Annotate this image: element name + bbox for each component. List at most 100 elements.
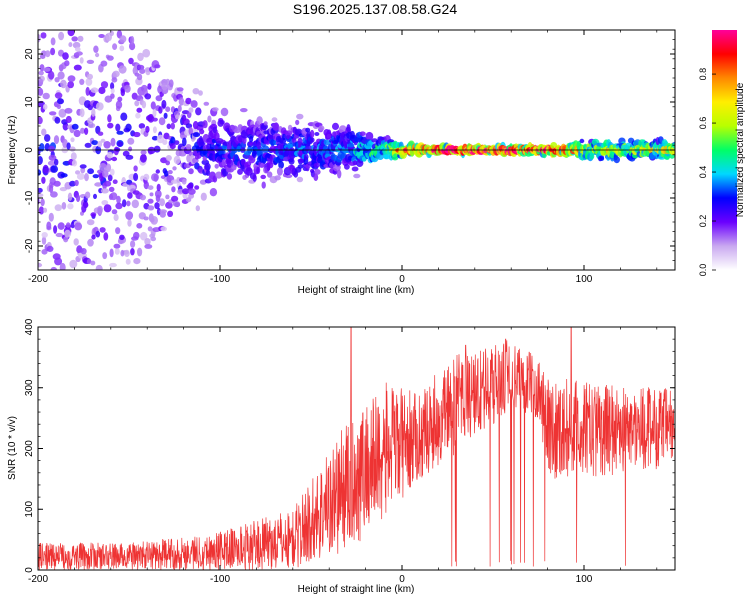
heatmap-cell (116, 130, 124, 135)
heatmap-cell (91, 108, 96, 117)
spectrogram-y-axis-label: Frequency (Hz) (7, 116, 18, 185)
heatmap-cell (46, 221, 52, 230)
heatmap-cell (38, 262, 43, 268)
heatmap-cell (318, 125, 325, 131)
heatmap-cell (166, 123, 172, 130)
heatmap-cell (131, 199, 139, 209)
x-tick-label: -200 (28, 574, 48, 585)
heatmap-cell (260, 174, 267, 180)
heatmap-cell (237, 168, 243, 175)
heatmap-cell (99, 163, 107, 171)
heatmap-cell (313, 162, 320, 168)
heatmap-cell (127, 192, 133, 199)
heatmap-cell (365, 131, 374, 141)
heatmap-cell (145, 125, 150, 133)
heatmap-cell (288, 158, 295, 165)
heatmap-cell (119, 45, 125, 52)
heatmap-cell (215, 171, 223, 179)
heatmap-cell (198, 90, 203, 96)
heatmap-cell (110, 93, 115, 99)
heatmap-cell (285, 130, 293, 136)
heatmap-cell (140, 231, 148, 241)
heatmap-cell (50, 266, 57, 270)
heatmap-cell (119, 35, 127, 43)
heatmap-cell (165, 155, 172, 161)
colorbar-tick-label: 0.6 (698, 117, 708, 130)
heatmap-cell (182, 188, 190, 195)
heatmap-cell (75, 51, 83, 56)
heatmap-cell (42, 92, 50, 100)
heatmap-cell (161, 99, 167, 109)
colorbar-tick-label: 0.0 (698, 264, 708, 277)
heatmap-cell (158, 106, 163, 114)
colorbar-ticks: 0.0 0.2 0.4 0.6 0.8 (698, 68, 716, 276)
heatmap-cell (79, 78, 85, 85)
heatmap-cell (326, 134, 332, 139)
heatmap-cell (45, 50, 51, 58)
heatmap-cell (57, 71, 65, 80)
heatmap-cell (98, 34, 105, 38)
heatmap-cell (56, 104, 62, 110)
heatmap-cell (199, 128, 205, 135)
heatmap-cell (129, 42, 136, 51)
heatmap-cell (209, 188, 218, 197)
heatmap-cell (267, 171, 273, 178)
spectrogram-x-axis-label: Height of straight line (km) (298, 285, 415, 296)
heatmap-cell (53, 135, 60, 145)
heatmap-cell (61, 202, 67, 210)
heatmap-cell (186, 144, 192, 150)
heatmap-cell (73, 129, 81, 138)
heatmap-cell (42, 164, 49, 174)
heatmap-cell (87, 168, 94, 175)
heatmap-cell (672, 143, 675, 149)
colorbar: 0.0 0.2 0.4 0.6 0.8 Normalized spectral ampl… (698, 30, 746, 276)
x-tick-label: 0 (399, 574, 405, 585)
heatmap-cell (158, 117, 166, 126)
heatmap-cell (263, 121, 268, 126)
heatmap-cell (240, 108, 248, 113)
heatmap-cell (80, 248, 87, 255)
heatmap-cell (102, 169, 109, 178)
heatmap-cell (54, 257, 63, 266)
heatmap-cell (114, 248, 120, 255)
heatmap-cell (332, 140, 339, 144)
heatmap-cell (136, 107, 143, 113)
heatmap-cell (90, 260, 96, 266)
heatmap-cell (140, 150, 147, 155)
heatmap-cell (85, 87, 90, 96)
heatmap-cell (75, 46, 81, 52)
heatmap-cell (278, 161, 284, 169)
heatmap-cell (79, 57, 84, 64)
heatmap-cell (38, 116, 43, 125)
heatmap-cell (46, 245, 54, 252)
heatmap-cell (276, 167, 283, 176)
heatmap-cell (62, 52, 69, 60)
heatmap-cell (314, 169, 321, 175)
heatmap-cell (100, 188, 109, 194)
heatmap-cell (171, 186, 176, 193)
heatmap-cell (79, 108, 85, 118)
y-tick-label: 20 (24, 48, 35, 60)
heatmap-cell (86, 59, 95, 64)
heatmap-cell (109, 30, 114, 36)
heatmap-cell (80, 167, 86, 174)
heatmap-cell (296, 176, 304, 183)
heatmap-cell (57, 98, 64, 105)
heatmap-cell (152, 108, 157, 118)
heatmap-cell (54, 77, 60, 83)
heatmap-cell (53, 180, 61, 187)
heatmap-cell (270, 139, 275, 147)
heatmap-cell (38, 33, 41, 43)
heatmap-cell (84, 191, 91, 199)
heatmap-cell (383, 154, 391, 160)
heatmap-cell (199, 141, 206, 146)
heatmap-cell (60, 173, 68, 178)
heatmap-cell (109, 248, 114, 258)
heatmap-cell (112, 70, 120, 78)
heatmap-cell (75, 194, 81, 202)
heatmap-cell (353, 173, 361, 179)
figure-title: S196.2025.137.08.58.G24 (293, 1, 457, 17)
heatmap-cell (91, 140, 99, 146)
heatmap-cell (137, 247, 143, 257)
